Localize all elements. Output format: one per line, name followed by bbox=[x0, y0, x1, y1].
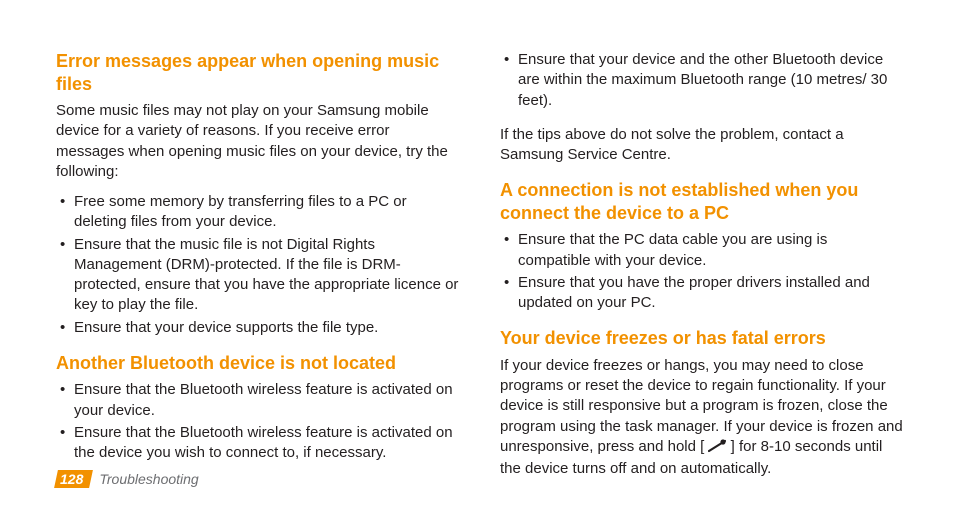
heading-pc-connection: A connection is not established when you… bbox=[500, 179, 904, 224]
bullet-item: Ensure that the Bluetooth wireless featu… bbox=[56, 380, 460, 421]
bullet-item: Ensure that the music file is not Digita… bbox=[56, 235, 460, 316]
bullet-item: Ensure that your device supports the fil… bbox=[56, 318, 460, 338]
paragraph: If the tips above do not solve the probl… bbox=[500, 125, 904, 166]
bullet-item: Ensure that the Bluetooth wireless featu… bbox=[56, 423, 460, 464]
right-column: Ensure that your device and the other Bl… bbox=[500, 50, 904, 489]
heading-device-freezes: Your device freezes or has fatal errors bbox=[500, 327, 904, 350]
bullet-item: Ensure that your device and the other Bl… bbox=[500, 50, 904, 111]
bullet-list: Ensure that the PC data cable you are us… bbox=[500, 230, 904, 313]
footer-section-name: Troubleshooting bbox=[99, 471, 198, 487]
bullet-list: Free some memory by transferring files t… bbox=[56, 192, 460, 338]
paragraph: If your device freezes or hangs, you may… bbox=[500, 356, 904, 480]
heading-bluetooth-not-located: Another Bluetooth device is not located bbox=[56, 352, 460, 375]
bullet-list: Ensure that your device and the other Bl… bbox=[500, 50, 904, 111]
bullet-item: Ensure that you have the proper drivers … bbox=[500, 273, 904, 314]
power-icon bbox=[708, 439, 726, 459]
page-content: Error messages appear when opening music… bbox=[0, 0, 954, 489]
bullet-list: Ensure that the Bluetooth wireless featu… bbox=[56, 380, 460, 463]
bullet-item: Ensure that the PC data cable you are us… bbox=[500, 230, 904, 271]
page-footer: 128 Troubleshooting bbox=[56, 470, 199, 488]
bullet-item: Free some memory by transferring files t… bbox=[56, 192, 460, 233]
paragraph: Some music files may not play on your Sa… bbox=[56, 101, 460, 182]
left-column: Error messages appear when opening music… bbox=[56, 50, 460, 489]
heading-error-messages: Error messages appear when opening music… bbox=[56, 50, 460, 95]
page-number-badge: 128 bbox=[54, 470, 93, 488]
